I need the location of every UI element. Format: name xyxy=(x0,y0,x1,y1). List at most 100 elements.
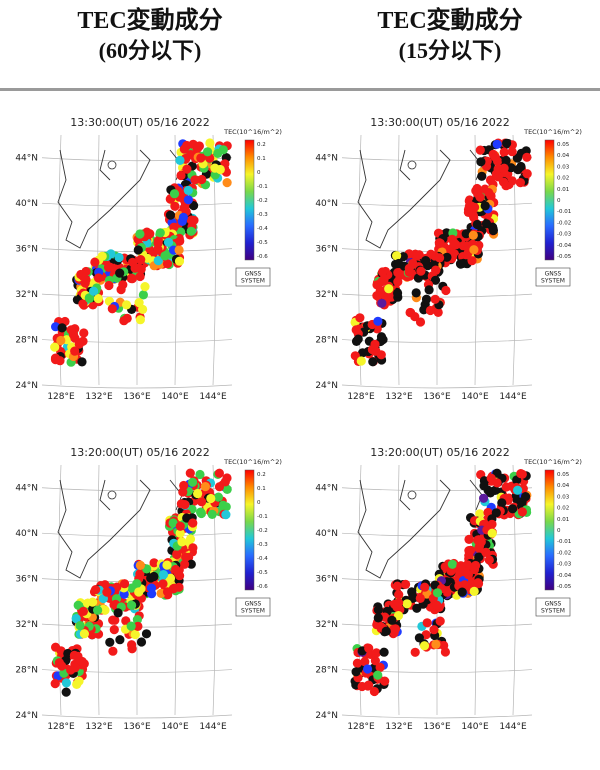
tec-point xyxy=(66,325,76,335)
tec-point xyxy=(507,176,517,186)
tec-map-svg: 13:20:00(UT) 05/16 2022 44°N 40°N 36°N 32°N 2… xyxy=(315,446,582,732)
colorbar-tick-label: 0.05 xyxy=(557,472,570,478)
lat-tick-label: 24°N xyxy=(315,711,338,721)
tec-point xyxy=(473,578,483,588)
colorbar-tick-label: -0.3 xyxy=(257,542,268,548)
tec-point xyxy=(183,185,193,195)
tec-point xyxy=(475,145,485,155)
colorbar-tick-label: 0 xyxy=(257,170,261,176)
colorbar-label: TEC(10^16/m^2) xyxy=(523,128,582,136)
tec-point xyxy=(174,256,185,266)
tec-point xyxy=(158,570,169,580)
tec-point xyxy=(172,549,182,560)
lat-tick-label: 32°N xyxy=(15,620,38,630)
colorbar xyxy=(544,139,555,261)
tec-point xyxy=(442,252,452,262)
colorbar-tick-label: -0.1 xyxy=(257,514,268,520)
tec-point xyxy=(163,237,174,247)
tec-map-panel-60min-1330: 13:30:00(UT) 05/16 2022 44°N 40°N 36°N 32°N 2… xyxy=(0,110,300,440)
tec-point xyxy=(207,509,217,519)
lon-tick-label: 144°E xyxy=(499,722,527,732)
tec-point xyxy=(479,493,489,503)
tec-point xyxy=(469,586,479,596)
lat-tick-label: 24°N xyxy=(15,381,38,391)
lat-tick-label: 44°N xyxy=(15,484,38,494)
header-title: TEC変動成分 xyxy=(77,8,223,34)
tec-point xyxy=(107,304,117,314)
map-title: 13:20:00(UT) 05/16 2022 xyxy=(70,446,209,459)
tec-point xyxy=(203,147,213,157)
lat-tick-label: 32°N xyxy=(315,620,338,630)
tec-point xyxy=(394,598,404,608)
tec-point xyxy=(132,615,142,625)
tec-point xyxy=(488,225,498,236)
tec-point xyxy=(135,271,145,282)
tec-point xyxy=(136,264,146,274)
colorbar xyxy=(244,469,255,591)
lat-tick-label: 44°N xyxy=(315,154,338,164)
tec-point xyxy=(162,560,172,570)
tec-point xyxy=(435,253,445,263)
tec-point xyxy=(104,280,114,291)
legend-text: GNSS xyxy=(245,271,262,278)
tec-point xyxy=(357,681,367,692)
tec-point xyxy=(429,625,439,635)
colorbar-tick-label: -0.4 xyxy=(257,226,268,232)
tec-point xyxy=(182,140,192,151)
tec-point xyxy=(432,588,443,598)
tec-point xyxy=(475,192,485,202)
tec-point xyxy=(392,581,402,591)
tec-point xyxy=(363,664,373,674)
tec-point xyxy=(392,251,402,261)
tec-point xyxy=(55,356,65,366)
lon-tick-label: 144°E xyxy=(199,722,227,732)
tec-point xyxy=(432,600,442,610)
tec-point xyxy=(516,469,526,479)
tec-point xyxy=(206,493,216,504)
colorbar-label: TEC(10^16/m^2) xyxy=(523,458,582,466)
tec-point xyxy=(186,559,196,569)
tec-point xyxy=(222,484,232,494)
tec-point xyxy=(394,258,404,269)
tec-point xyxy=(221,502,231,512)
tec-point xyxy=(411,288,421,298)
tec-point xyxy=(419,641,430,651)
lon-tick-label: 140°E xyxy=(161,392,189,402)
tec-point xyxy=(521,492,531,502)
tec-points xyxy=(50,468,232,697)
tec-point xyxy=(408,592,418,602)
tec-point xyxy=(144,229,154,239)
tec-points xyxy=(50,138,232,367)
tec-point xyxy=(398,252,408,262)
tec-point xyxy=(492,139,502,149)
tec-point xyxy=(351,667,361,677)
tec-point xyxy=(480,201,490,211)
lon-tick-label: 136°E xyxy=(123,392,151,402)
tec-point xyxy=(404,267,414,277)
tec-point xyxy=(113,608,123,618)
tec-point xyxy=(168,584,178,594)
tec-map-panel-60min-1320: 13:20:00(UT) 05/16 2022 44°N 40°N 36°N 32°N 2… xyxy=(0,440,300,770)
tec-point xyxy=(73,600,83,610)
tec-point xyxy=(416,266,426,276)
tec-point xyxy=(444,245,454,255)
tec-point xyxy=(108,615,118,625)
tec-point xyxy=(376,350,386,360)
lat-tick-label: 28°N xyxy=(315,666,338,676)
tec-point xyxy=(410,312,420,322)
tec-point xyxy=(74,676,84,686)
map-marker xyxy=(407,490,417,500)
tec-point xyxy=(393,611,404,621)
tec-point xyxy=(109,625,119,635)
tec-point xyxy=(146,583,157,593)
tec-point xyxy=(393,268,403,278)
tec-point xyxy=(377,298,387,308)
tec-point xyxy=(390,624,401,634)
tec-point xyxy=(515,178,525,188)
tec-point xyxy=(499,147,509,157)
colorbar-tick-label: 0.01 xyxy=(557,517,569,523)
tec-map-panel-15min-1320: 13:20:00(UT) 05/16 2022 44°N 40°N 36°N 32°N 2… xyxy=(300,440,600,770)
tec-point xyxy=(377,277,387,287)
lon-tick-label: 140°E xyxy=(161,722,189,732)
tec-point xyxy=(149,571,159,582)
